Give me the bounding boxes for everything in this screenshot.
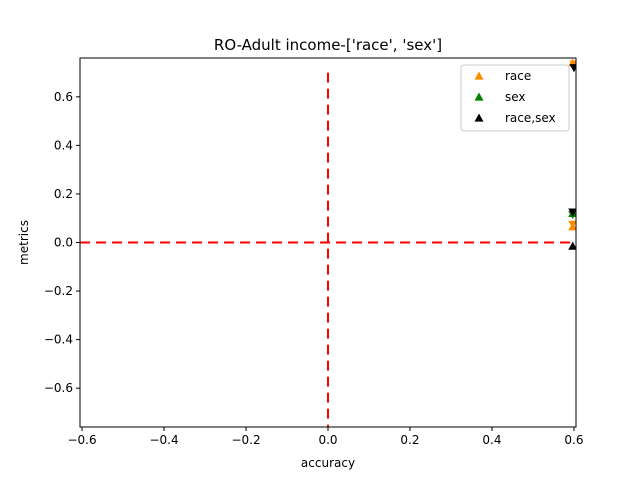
data-point-race bbox=[568, 220, 576, 229]
x-tick-label: 0.2 bbox=[400, 433, 419, 447]
y-tick-label: 0.2 bbox=[54, 187, 73, 201]
legend-marker bbox=[474, 113, 484, 122]
x-tick-label: 0.6 bbox=[564, 433, 583, 447]
y-tick-label: −0.6 bbox=[44, 381, 73, 395]
y-axis-label: metrics bbox=[17, 220, 31, 265]
x-tick-label: 0.4 bbox=[482, 433, 501, 447]
x-axis-label: accuracy bbox=[301, 456, 355, 470]
y-tick-label: −0.4 bbox=[44, 333, 73, 347]
data-point-race-sex bbox=[568, 241, 576, 250]
y-tick-label: 0.4 bbox=[54, 138, 73, 152]
legend-marker bbox=[474, 92, 484, 101]
legend-label: race bbox=[505, 69, 531, 83]
legend-label: race,sex bbox=[505, 111, 556, 125]
legend-box bbox=[460, 64, 570, 132]
data-point-race-sex bbox=[569, 64, 576, 73]
legend: race sex race,sex bbox=[460, 64, 570, 132]
x-tick-label: −0.2 bbox=[231, 433, 260, 447]
y-tick-label: 0.6 bbox=[54, 90, 73, 104]
x-tick-label: 0.0 bbox=[318, 433, 337, 447]
x-tick-label: −0.4 bbox=[149, 433, 178, 447]
legend-marker bbox=[474, 71, 484, 80]
data-point-race-sex bbox=[568, 208, 576, 217]
x-tick-label: −0.6 bbox=[67, 433, 96, 447]
chart-title: RO-Adult income-['race', 'sex'] bbox=[214, 36, 442, 54]
legend-label: sex bbox=[505, 90, 526, 104]
plot-area bbox=[80, 58, 576, 427]
y-tick-label: −0.2 bbox=[44, 284, 73, 298]
y-tick-label: 0.0 bbox=[54, 236, 73, 250]
data-points bbox=[568, 58, 576, 250]
axis-ticks: −0.6 −0.4 −0.2 0.0 0.2 0.4 0.6 −0.6 −0.4 −0.2 0.0 0… bbox=[44, 90, 584, 447]
